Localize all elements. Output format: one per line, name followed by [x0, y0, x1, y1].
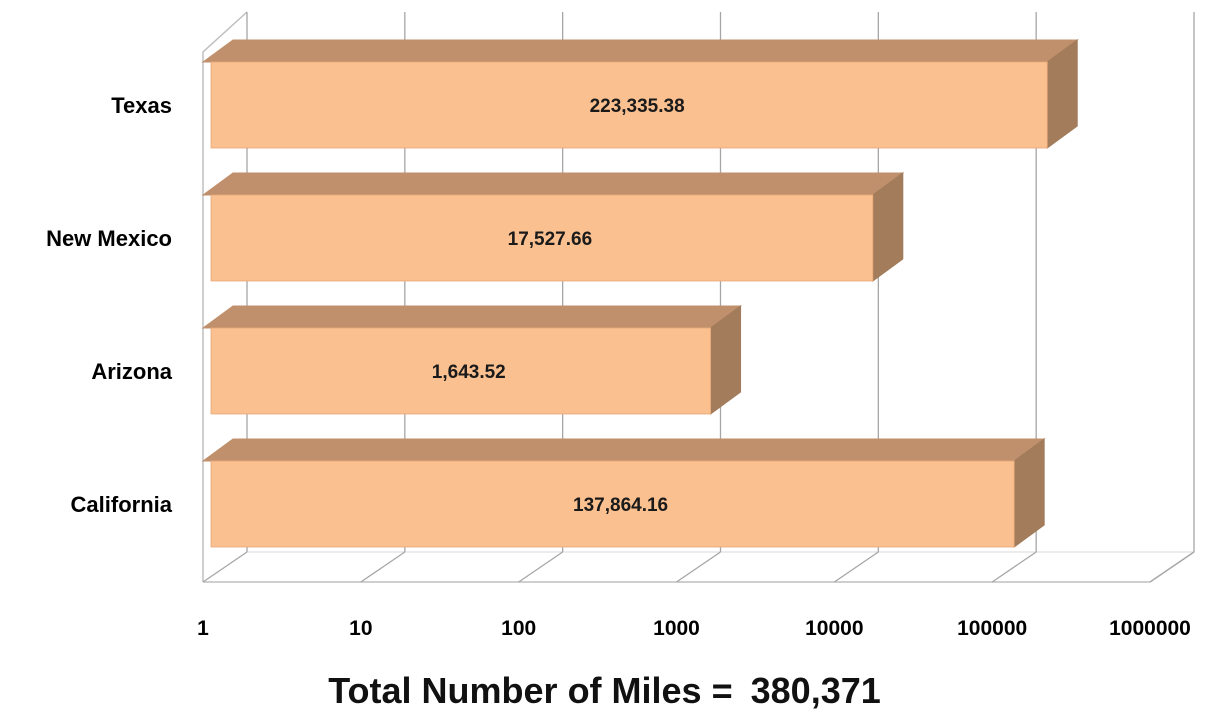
tick-label: 1000000 — [1109, 617, 1191, 640]
floor-gridline — [518, 551, 564, 583]
data-label: 1,643.52 — [432, 362, 506, 383]
total-value: 380,371 — [750, 670, 881, 711]
bar — [210, 194, 874, 282]
bar-top-face — [201, 172, 905, 196]
tick-label: 100000 — [957, 617, 1027, 640]
bar-top-face — [201, 438, 1046, 462]
category-label: Arizona — [91, 359, 172, 384]
bar — [210, 61, 1048, 149]
category-label: Texas — [111, 93, 172, 118]
data-label: 223,335.38 — [590, 96, 685, 117]
tick-label: 1 — [197, 617, 209, 640]
data-label: 137,864.16 — [573, 495, 668, 516]
category-label: California — [71, 492, 173, 517]
tick-label: 10000 — [805, 617, 863, 640]
floor-gridline — [360, 551, 406, 583]
left-wall-edge — [202, 11, 248, 582]
total-miles: Total Number of Miles = 380,371 — [0, 670, 1209, 712]
tick-labels: 1 10 100 1000 10000 100000 1000000 — [197, 617, 1191, 640]
floor-gridline — [1149, 551, 1195, 583]
data-label: 17,527.66 — [508, 229, 593, 250]
tick-label: 1000 — [653, 617, 700, 640]
bar-top-face — [201, 39, 1079, 63]
total-label: Total Number of Miles = — [328, 670, 733, 711]
bar-chart: 223,335.38 17,527.66 1,643.52 137,864.16 Te… — [46, 11, 1195, 640]
floor-gridline — [833, 551, 879, 583]
category-label: New Mexico — [46, 226, 172, 251]
bars: 223,335.38 17,527.66 1,643.52 137,864.16 — [201, 39, 1079, 548]
bar-top-face — [201, 305, 743, 329]
tick-label: 100 — [501, 617, 536, 640]
tick-label: 10 — [349, 617, 372, 640]
bar — [210, 460, 1015, 548]
bar — [210, 327, 711, 415]
floor-gridline — [991, 551, 1037, 583]
floor-gridline — [202, 551, 248, 583]
category-labels: Texas New Mexico Arizona California — [46, 93, 173, 517]
floor-gridline — [676, 551, 721, 583]
